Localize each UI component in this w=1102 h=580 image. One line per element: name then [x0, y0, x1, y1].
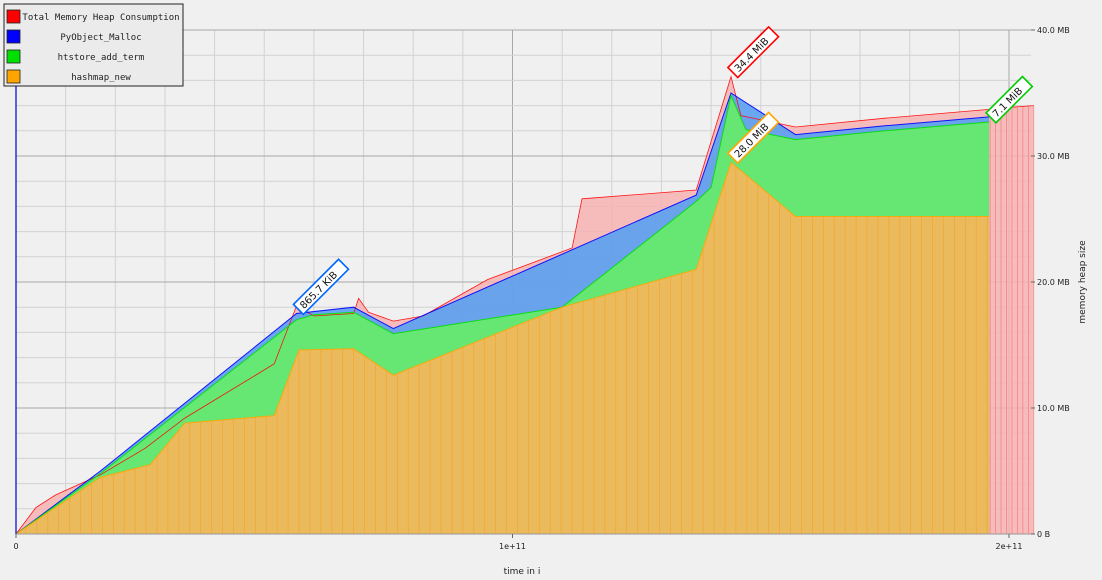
y-tick-label: 0 B — [1037, 530, 1050, 539]
sample-drop-lines — [25, 105, 1035, 534]
legend-swatch — [6, 29, 21, 44]
series-outlines — [15, 75, 1034, 535]
annotation-box — [726, 25, 780, 79]
legend-swatch — [6, 49, 21, 64]
legend-label: PyObject_Malloc — [60, 33, 141, 43]
y-tick-label: 30.0 MB — [1037, 152, 1070, 161]
y-axis-ticks: 0 B 10.0 MB 20.0 MB 30.0 MB 40.0 MB — [1031, 26, 1070, 539]
y-tick-label: 40.0 MB — [1037, 26, 1070, 35]
legend-swatch — [6, 9, 21, 24]
series-areas — [16, 76, 1034, 535]
annotation-box — [984, 75, 1034, 124]
x-axis-ticks: 0 1e+11 2e+11 — [13, 534, 1022, 551]
legend: Total Memory Heap Consumption PyObject_Ma… — [3, 3, 184, 87]
x-axis-title: time in i — [504, 567, 541, 577]
legend-label: hashmap_new — [71, 73, 131, 83]
series-line-1 — [15, 75, 1034, 535]
y-tick-label: 10.0 MB — [1037, 404, 1070, 413]
series-area-4 — [16, 162, 990, 535]
x-tick-label: 2e+11 — [996, 542, 1023, 551]
legend-box — [3, 3, 184, 87]
x-tick-label: 0 — [13, 542, 18, 551]
y-tick-label: 20.0 MB — [1037, 278, 1070, 287]
y-axis-title: memory heap size — [1078, 240, 1088, 324]
annotation-box — [292, 258, 350, 316]
series-line-4 — [15, 161, 990, 535]
legend-label: Total Memory Heap Consumption — [22, 13, 179, 23]
legend-label: htstore_add_term — [58, 53, 145, 63]
annotation-box — [726, 111, 780, 165]
legend-swatch — [6, 69, 21, 84]
series-line-2 — [15, 92, 990, 535]
x-tick-label: 1e+11 — [499, 542, 526, 551]
